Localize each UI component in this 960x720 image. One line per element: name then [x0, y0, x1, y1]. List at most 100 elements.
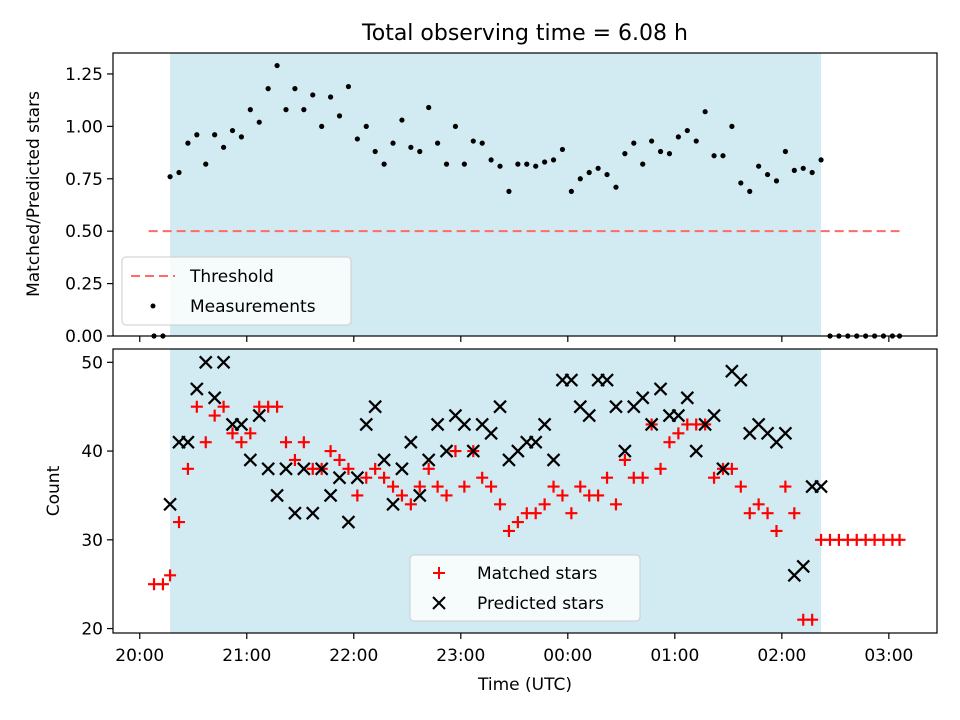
matched-star-point	[324, 445, 337, 458]
matched-star-point	[601, 471, 614, 484]
matched-star-point	[431, 480, 444, 493]
measurement-point	[684, 127, 690, 134]
measurement-point	[586, 169, 592, 176]
matched-star-point	[752, 498, 765, 511]
matched-star-point	[672, 427, 685, 440]
matched-star-point	[538, 498, 551, 511]
predicted-star-point	[305, 506, 320, 520]
measurement-point	[354, 136, 360, 142]
measurement-point	[265, 86, 271, 92]
measurement-point	[452, 123, 459, 129]
measurement-point	[568, 188, 574, 194]
predicted-star-point	[430, 417, 445, 432]
predicted-star-point	[243, 453, 258, 467]
measurement-point	[497, 163, 503, 169]
matched-star-point	[663, 436, 676, 449]
predicted-star-point	[564, 373, 579, 387]
matched-star-point	[244, 427, 257, 440]
measurement-point	[595, 165, 601, 171]
top-y-tick-label: 0.25	[65, 275, 103, 295]
measurement-point	[559, 146, 566, 153]
measurement-point	[738, 180, 744, 186]
measurement-point	[327, 94, 334, 100]
matched-star-point	[893, 533, 906, 546]
measurement-point	[310, 92, 316, 98]
predicted-star-point	[778, 426, 793, 441]
matched-star-point	[708, 471, 721, 484]
measurement-point	[675, 134, 681, 140]
measurement-point	[577, 176, 583, 182]
matched-star-point	[806, 613, 819, 626]
measurement-point	[247, 107, 253, 113]
bottom-legend: Matched stars Predicted stars	[409, 554, 641, 622]
predicted-star-point	[582, 408, 596, 423]
measurement-point	[613, 184, 619, 190]
measurement-point	[319, 123, 325, 129]
predicted-star-point	[359, 417, 374, 432]
predicted-star-point	[618, 444, 632, 458]
predicted-star-point	[609, 399, 623, 414]
top-x-ticks	[139, 336, 890, 342]
predicted-star-point	[252, 408, 267, 423]
matched-star-point	[333, 453, 346, 466]
matched-star-point	[208, 409, 221, 422]
bottom-x-tick-label: 23:00	[436, 646, 485, 666]
matched-star-point	[592, 489, 605, 502]
predicted-star-point	[368, 399, 382, 414]
predicted-star-point	[671, 408, 686, 423]
measurement-point	[533, 163, 539, 169]
measurement-point	[515, 161, 521, 167]
predicted-star-point	[288, 506, 302, 520]
bottom-x-tick-label: 00:00	[543, 646, 592, 666]
predicted-star-point	[734, 373, 748, 387]
measurement-point	[417, 148, 423, 155]
predicted-star-point	[466, 444, 481, 458]
matched-star-point	[485, 480, 498, 493]
bottom-x-tick-label: 21:00	[222, 646, 271, 666]
matched-star-point	[413, 480, 426, 493]
measurements-legend-swatch	[150, 303, 156, 309]
bottom-y-tick-label: 40	[81, 442, 103, 462]
matched-star-point	[770, 524, 783, 537]
matched-star-point	[217, 400, 230, 413]
predicted-star-point	[796, 559, 811, 574]
bottom-x-tick-label: 20:00	[115, 646, 164, 666]
measurement-point	[488, 157, 494, 163]
matched-star-point	[378, 471, 391, 484]
measurement-point	[292, 86, 298, 92]
predicted-star-point	[279, 462, 293, 476]
predicted-star-point	[314, 462, 329, 476]
matched-star-point	[779, 480, 792, 493]
measurement-point	[550, 157, 557, 163]
bottom-y-tick-label: 20	[81, 620, 103, 640]
predicted-star-point	[439, 444, 454, 458]
top-y-tick-label: 1.00	[65, 117, 103, 137]
matched-star-point	[734, 480, 747, 493]
measurement-point	[711, 153, 717, 159]
measurement-point	[622, 151, 628, 157]
measurement-point	[381, 161, 387, 167]
measurement-point	[408, 144, 414, 150]
measurement-point	[657, 148, 664, 155]
predicted-star-point	[377, 453, 391, 467]
measurement-point	[301, 107, 307, 113]
measurement-point	[363, 123, 369, 129]
measurement-point	[649, 138, 655, 144]
measurement-point	[283, 107, 289, 113]
bottom-y-axis-label: Count	[44, 465, 64, 516]
matched-star-point	[164, 569, 177, 582]
predicted-star-point	[297, 462, 311, 476]
predicted-star-point	[216, 355, 231, 370]
matched-star-point	[458, 480, 471, 493]
matched-star-point	[190, 400, 203, 413]
measurement-point	[818, 157, 824, 163]
matched-star-point	[449, 445, 462, 458]
predicted-star-point	[457, 417, 472, 432]
measurement-point	[604, 171, 610, 178]
matched-star-point	[297, 436, 310, 449]
measurement-point	[372, 148, 378, 155]
matched-star-point	[574, 480, 587, 493]
predicted-star-point	[234, 417, 249, 432]
matched-star-point	[360, 471, 373, 484]
measurement-point	[666, 151, 673, 157]
